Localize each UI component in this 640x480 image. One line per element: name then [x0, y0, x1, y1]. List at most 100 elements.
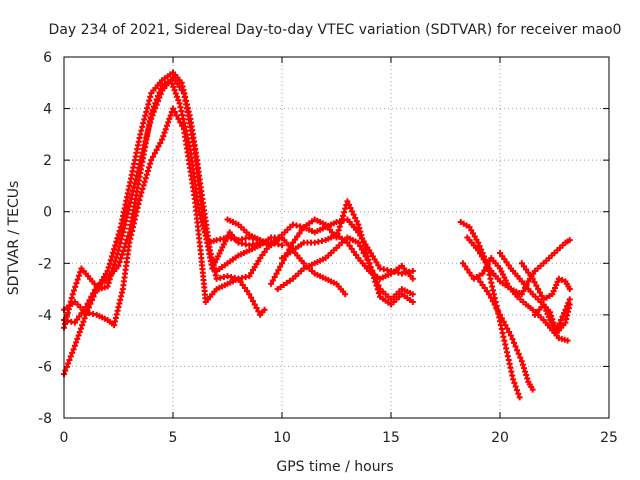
series-track-8 [279, 231, 416, 282]
data-point [550, 319, 557, 326]
data-point [274, 286, 281, 293]
data-point [277, 263, 284, 270]
data-point [353, 218, 360, 225]
data-point [512, 383, 519, 390]
data-point [251, 264, 258, 271]
data-point [253, 304, 260, 311]
data-point [471, 233, 478, 240]
data-point [509, 336, 516, 343]
data-point [151, 150, 158, 157]
data-point [366, 260, 373, 267]
data-point [527, 272, 534, 279]
data-point [475, 275, 482, 282]
data-point [169, 80, 176, 87]
data-point [117, 255, 124, 262]
data-point [73, 339, 80, 346]
y-axis-label: SDTVAR / TECUs [6, 181, 22, 296]
data-point [150, 153, 157, 160]
data-point [77, 325, 84, 332]
x-tick-label: 5 [169, 430, 178, 446]
data-point [503, 259, 510, 266]
data-point [140, 182, 147, 189]
data-point [142, 175, 149, 182]
data-point [371, 256, 378, 263]
data-point [523, 266, 530, 273]
data-point [71, 319, 78, 326]
data-point [535, 286, 542, 293]
data-point [79, 322, 86, 329]
data-point [511, 339, 518, 346]
data-point [271, 274, 278, 281]
data-point [121, 244, 128, 251]
data-point [506, 329, 513, 336]
data-point [115, 231, 122, 238]
data-point [350, 211, 357, 218]
data-point [143, 171, 150, 178]
data-point [139, 186, 146, 193]
data-point [477, 278, 484, 285]
series-track-5 [213, 234, 349, 298]
data-point [147, 160, 154, 167]
data-point [172, 90, 179, 97]
data-point [156, 89, 163, 96]
data-point [336, 223, 343, 230]
data-point [119, 251, 126, 258]
data-point [566, 296, 573, 303]
data-point [409, 291, 416, 298]
data-point [514, 347, 521, 354]
data-point [350, 248, 357, 255]
data-point [111, 246, 118, 253]
data-point [468, 272, 475, 279]
data-point [222, 238, 229, 245]
data-point [149, 107, 156, 114]
data-point [219, 244, 226, 251]
data-point [111, 261, 118, 268]
data-point [251, 301, 258, 308]
data-point [368, 267, 375, 274]
y-tick-label: 0 [43, 205, 52, 221]
data-point [157, 139, 164, 146]
data-point [344, 198, 351, 205]
data-point [497, 249, 503, 256]
data-point [261, 248, 268, 255]
data-point [464, 266, 471, 273]
data-point [292, 236, 299, 243]
data-point [123, 236, 130, 243]
data-point [280, 281, 287, 288]
series-track-4 [61, 77, 264, 326]
series-track-10 [457, 219, 523, 401]
data-point [88, 293, 95, 300]
data-point [511, 379, 518, 386]
data-point [564, 337, 571, 344]
data-point [551, 285, 558, 292]
data-point [555, 275, 562, 282]
data-point [504, 325, 511, 332]
data-point [167, 112, 174, 119]
data-point [469, 230, 476, 237]
data-point [105, 279, 112, 286]
data-point [369, 271, 376, 278]
data-point [342, 205, 349, 212]
data-point [166, 115, 173, 122]
data-point [482, 259, 489, 266]
data-point [337, 220, 344, 227]
data-point [459, 260, 466, 267]
data-point [165, 119, 172, 126]
data-point [153, 96, 160, 103]
data-point [217, 247, 224, 254]
data-point [560, 310, 567, 317]
data-point [473, 236, 480, 243]
data-point [70, 287, 77, 294]
data-point [514, 387, 521, 394]
series-track-15 [518, 260, 573, 303]
data-point [483, 288, 490, 295]
data-point [477, 250, 484, 257]
data-point [259, 252, 266, 259]
data-point [175, 97, 182, 104]
data-point [171, 87, 178, 94]
data-point [520, 365, 527, 372]
data-point [362, 253, 369, 260]
data-point [102, 271, 109, 278]
data-point [104, 268, 111, 275]
data-point [493, 304, 500, 311]
